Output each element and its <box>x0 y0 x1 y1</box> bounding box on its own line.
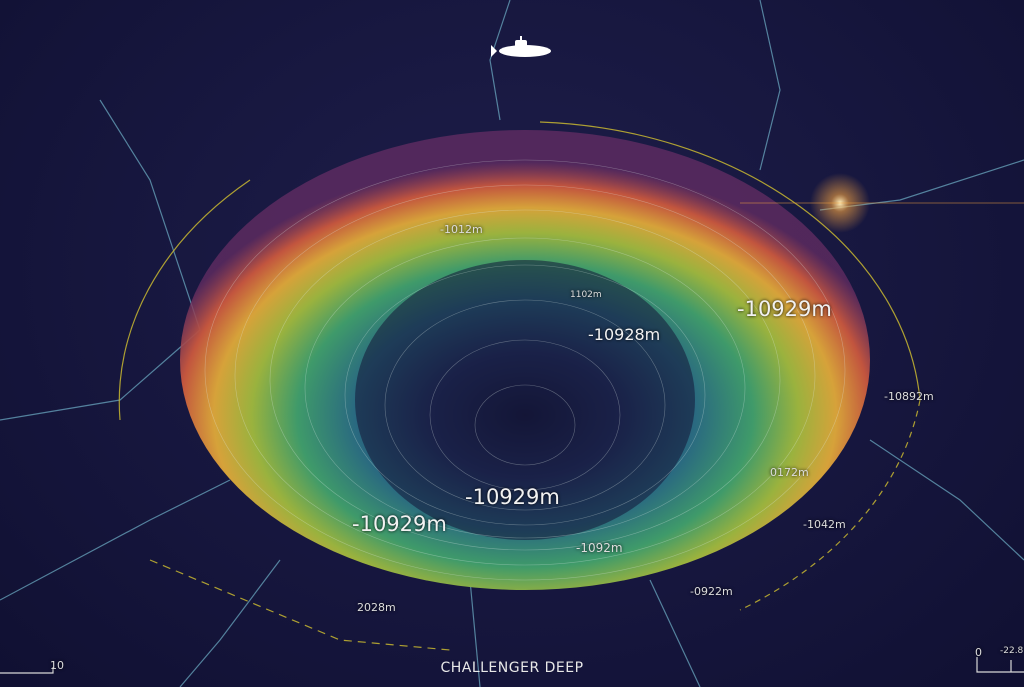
depth-label: 1102m <box>570 290 602 300</box>
depth-label: -1092m <box>576 541 623 555</box>
depth-label: -10929m <box>352 512 447 536</box>
scale-bar-right <box>976 657 1024 673</box>
depth-label: -1042m <box>803 518 846 531</box>
submarine-icon <box>491 36 551 57</box>
location-title: CHALLENGER DEEP <box>440 660 584 676</box>
scale-left-value: 10 <box>50 659 64 672</box>
depth-label: -10892m <box>884 390 934 403</box>
scale-right-start: 0 <box>975 646 982 659</box>
depth-label: -10928m <box>588 325 661 344</box>
depth-label: -10929m <box>465 485 560 509</box>
contour-lines <box>204 159 846 581</box>
depth-label: -1012m <box>440 223 483 236</box>
guide-arc <box>118 121 921 651</box>
depth-label: 0172m <box>770 466 809 479</box>
scale-right-end: -22.8 <box>1000 646 1024 656</box>
depth-label: -10929m <box>737 297 832 321</box>
scale-bar-left <box>0 667 54 674</box>
depth-label: -0922m <box>690 585 733 598</box>
depth-label: 2028m <box>357 601 396 614</box>
